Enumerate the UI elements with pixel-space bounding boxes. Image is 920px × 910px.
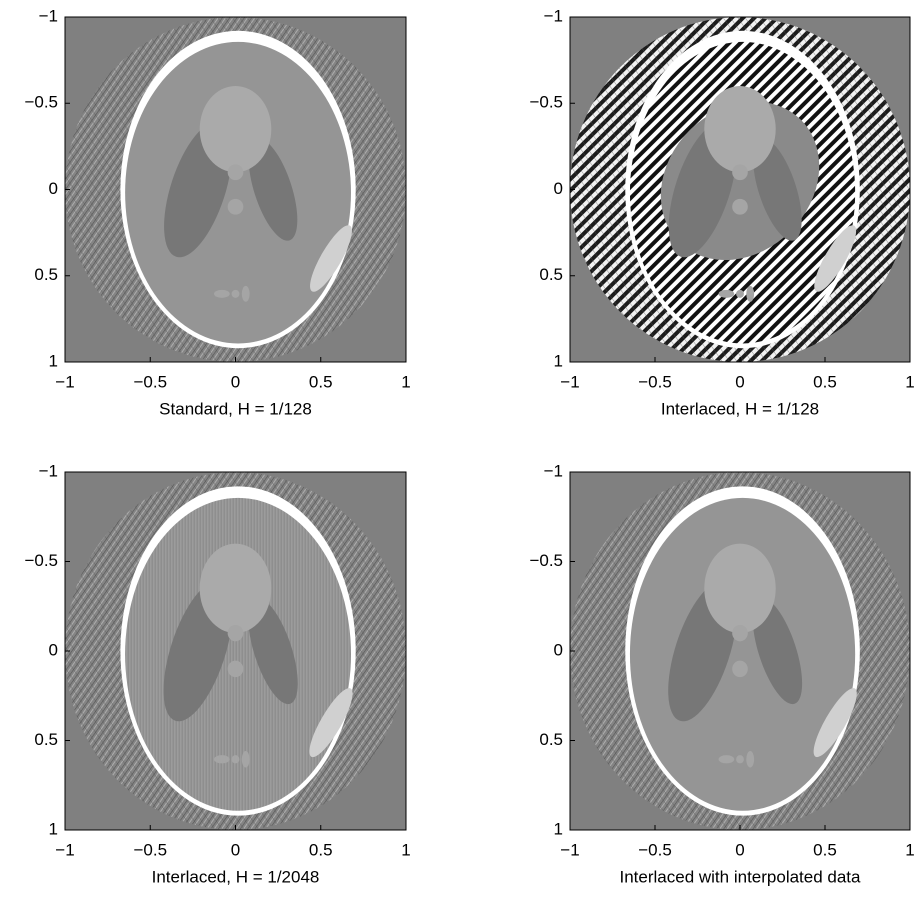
image-panel: [570, 17, 910, 362]
small-ellipse: [227, 198, 244, 215]
x-tick-label: −1: [560, 372, 579, 391]
y-tick-label: 1: [49, 819, 58, 838]
small-ellipse: [227, 624, 244, 642]
y-tick-label: −1: [39, 461, 58, 480]
small-ellipse: [241, 285, 250, 302]
image-panel: [65, 17, 406, 362]
brain: [125, 497, 351, 811]
ventricle-right: [248, 597, 298, 705]
small-ellipse: [718, 289, 735, 298]
y-tick-label: −0.5: [529, 93, 563, 112]
small-ellipse: [732, 660, 748, 678]
x-tick-label: −0.5: [638, 840, 672, 859]
y-tick-label: 1: [554, 351, 563, 370]
small-ellipse: [732, 164, 748, 181]
x-tick-label: 1: [401, 372, 410, 391]
y-tick-label: −0.5: [24, 551, 58, 570]
y-tick-label: −0.5: [24, 93, 58, 112]
lesion: [310, 225, 352, 292]
small-ellipse: [214, 289, 230, 298]
small-ellipse: [214, 755, 230, 764]
x-tick-label: −1: [560, 840, 579, 859]
lesion: [814, 225, 857, 292]
y-tick-label: 0: [554, 179, 563, 198]
x-tick-label: 1: [401, 840, 410, 859]
upper-ellipse: [199, 543, 272, 634]
small-ellipse: [736, 755, 744, 764]
x-tick-label: −0.5: [638, 372, 672, 391]
y-tick-label: −1: [544, 6, 563, 25]
x-tick-label: 0: [231, 372, 240, 391]
small-ellipse: [746, 751, 755, 768]
y-tick-label: 0.5: [539, 265, 563, 284]
x-tick-label: −0.5: [133, 840, 167, 859]
small-ellipse: [231, 755, 240, 764]
y-tick-label: 1: [49, 351, 58, 370]
x-tick-label: 1: [905, 372, 914, 391]
upper-ellipse: [199, 86, 272, 173]
y-tick-label: 0.5: [34, 265, 58, 284]
x-tick-label: 0: [735, 372, 744, 391]
small-ellipse: [746, 285, 755, 302]
small-ellipse: [227, 164, 244, 181]
y-tick-label: 0: [49, 640, 58, 659]
y-tick-label: −0.5: [529, 551, 563, 570]
ventricle-right: [752, 597, 803, 705]
x-tick-label: 0: [231, 840, 240, 859]
y-tick-label: 0.5: [34, 730, 58, 749]
upper-ellipse: [704, 543, 776, 634]
small-ellipse: [231, 289, 240, 298]
x-tick-label: 0.5: [309, 372, 333, 391]
small-ellipse: [241, 751, 250, 768]
x-axis-label: Interlaced, H = 1/2048: [152, 867, 320, 886]
small-ellipse: [718, 755, 735, 764]
image-panel: [570, 472, 910, 830]
x-tick-label: −1: [55, 372, 74, 391]
y-tick-label: 1: [554, 819, 563, 838]
lesion: [309, 688, 353, 758]
brain: [125, 41, 351, 344]
x-tick-label: −1: [55, 840, 74, 859]
upper-ellipse: [704, 86, 776, 173]
x-tick-label: 0.5: [309, 840, 333, 859]
x-tick-label: −0.5: [133, 372, 167, 391]
y-tick-label: −1: [39, 6, 58, 25]
small-ellipse: [227, 660, 244, 678]
x-tick-label: 0.5: [813, 840, 837, 859]
x-axis-label: Interlaced with interpolated data: [620, 867, 862, 886]
small-ellipse: [736, 289, 744, 298]
ventricle-right: [248, 138, 298, 241]
image-panel: [65, 472, 406, 830]
small-ellipse: [732, 198, 748, 215]
y-tick-label: −1: [544, 461, 563, 480]
brain: [629, 497, 856, 811]
small-ellipse: [732, 624, 748, 642]
y-tick-label: 0.5: [539, 730, 563, 749]
ventricle-right: [753, 138, 802, 241]
x-tick-label: 1: [905, 840, 914, 859]
x-tick-label: 0: [735, 840, 744, 859]
y-tick-label: 0: [554, 640, 563, 659]
x-axis-label: Interlaced, H = 1/128: [661, 399, 819, 418]
lesion: [813, 688, 857, 758]
x-tick-label: 0.5: [813, 372, 837, 391]
x-axis-label: Standard, H = 1/128: [159, 399, 312, 418]
y-tick-label: 0: [49, 179, 58, 198]
